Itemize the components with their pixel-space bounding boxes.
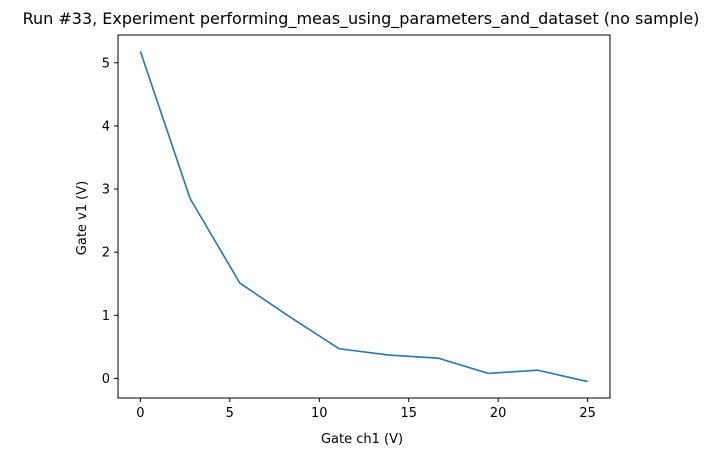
plot-frame: [117, 34, 611, 399]
x-tick-label: 25: [579, 406, 596, 421]
x-tick-label: 10: [311, 406, 328, 421]
y-tick-label: 2: [102, 246, 110, 261]
y-tick-label: 0: [102, 372, 110, 387]
y-tick-label: 5: [102, 56, 110, 71]
y-axis-label: Gate v1 (V): [75, 181, 90, 255]
y-tick-label: 3: [102, 183, 110, 198]
y-tick-label: 1: [102, 309, 110, 324]
y-axis-ticks: 0 1 2 3 4 5: [102, 56, 118, 387]
x-tick-label: 0: [136, 406, 144, 421]
x-tick-label: 5: [226, 406, 234, 421]
chart-title: Run #33, Experiment performing_meas_usin…: [23, 9, 700, 29]
x-tick-label: 20: [490, 406, 507, 421]
series-line-0: [139, 51, 588, 383]
x-axis-ticks: 0 5 10 15 20 25: [136, 398, 596, 421]
x-tick-label: 15: [400, 406, 417, 421]
x-axis-label: Gate ch1 (V): [321, 432, 403, 447]
y-tick-label: 4: [102, 119, 110, 134]
plot-area: [117, 34, 611, 399]
